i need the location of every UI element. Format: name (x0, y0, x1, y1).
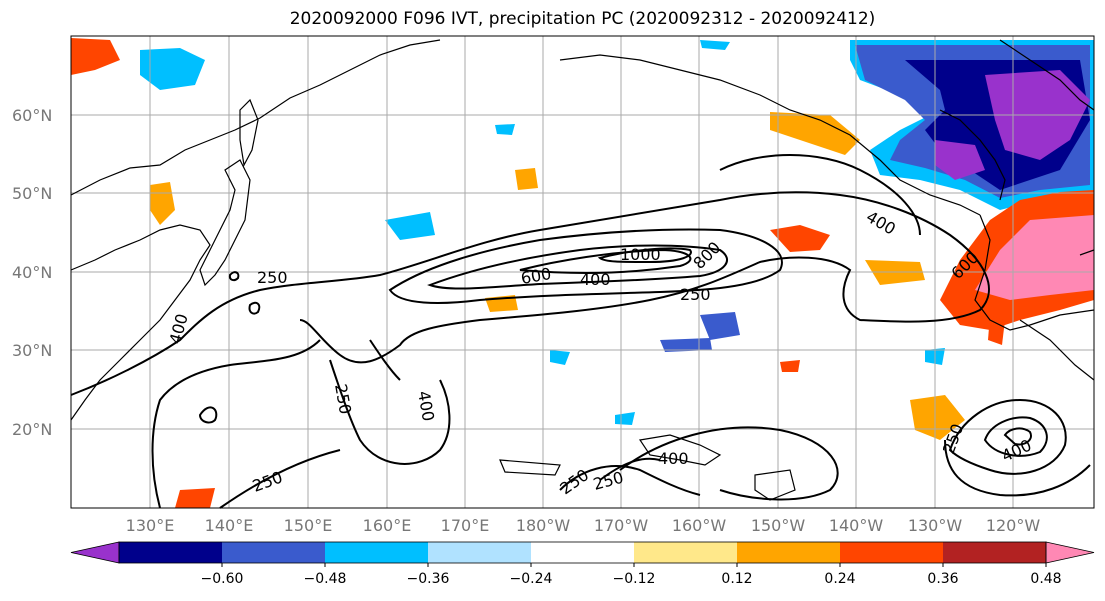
colorbar-segment (531, 542, 635, 563)
lon-label: 130°W (908, 516, 963, 535)
coastlines (70, 39, 1095, 501)
map-title: 2020092000 F096 IVT, precipitation PC (2… (289, 9, 876, 29)
contour-label: 1000 (620, 245, 661, 264)
colorbar-segment (428, 542, 532, 563)
graticule (71, 36, 1094, 508)
colorbar-tick-label: 0.36 (927, 571, 958, 587)
contour-label: 400 (580, 270, 611, 289)
precipitation-shading (71, 38, 1094, 508)
colorbar-extend-high (1045, 541, 1095, 564)
colorbar-tick-label: 0.24 (824, 571, 855, 587)
contour-label: 400 (658, 449, 689, 468)
lon-label: 170°W (594, 516, 649, 535)
lon-label: 140°E (205, 516, 254, 535)
colorbar-segment (943, 542, 1047, 563)
colorbar-tick-label: 0.12 (721, 571, 752, 587)
colorbar-tick-label: −0.60 (201, 571, 244, 587)
lon-label: 140°W (829, 516, 884, 535)
colorbar-tick-label: 0.48 (1030, 571, 1061, 587)
longitude-labels: 130°E 140°E 150°E 160°E 170°E 180°W 170°… (126, 516, 1041, 535)
lat-label: 60°N (12, 106, 52, 125)
colorbar (70, 541, 1095, 564)
colorbar-segment (325, 542, 429, 563)
lon-label: 180°W (516, 516, 571, 535)
lat-label: 50°N (12, 184, 52, 203)
colorbar-segment (119, 542, 223, 563)
lon-label: 150°W (751, 516, 806, 535)
colorbar-extend-low (70, 541, 120, 564)
lat-label: 30°N (12, 341, 52, 360)
colorbar-segment (840, 542, 944, 563)
colorbar-tick-label: −0.36 (407, 571, 450, 587)
latitude-labels: 60°N 50°N 40°N 30°N 20°N (12, 106, 52, 439)
lat-label: 40°N (12, 263, 52, 282)
lon-label: 160°W (672, 516, 727, 535)
lon-label: 170°E (441, 516, 490, 535)
contour-label: 250 (257, 268, 288, 287)
lon-label: 120°W (986, 516, 1041, 535)
ivt-contours (70, 154, 1091, 509)
colorbar-segment (737, 542, 841, 563)
contour-label: 250 (680, 285, 711, 304)
lon-label: 160°E (363, 516, 412, 535)
colorbar-ticks: −0.60 −0.48 −0.36 −0.24 −0.12 0.12 0.24 0.36 0.4… (201, 563, 1062, 587)
lon-label: 130°E (126, 516, 175, 535)
colorbar-tick-label: −0.48 (304, 571, 347, 587)
colorbar-tick-label: −0.24 (510, 571, 553, 587)
colorbar-segment (634, 542, 738, 563)
colorbar-segment (222, 542, 326, 563)
lat-label: 20°N (12, 420, 52, 439)
lon-label: 150°E (284, 516, 333, 535)
map-panel: 250 250 250 250 250 250 250 400 400 400 … (70, 35, 1095, 509)
colorbar-tick-label: −0.12 (613, 571, 656, 587)
colorbar-frame (118, 541, 1047, 564)
